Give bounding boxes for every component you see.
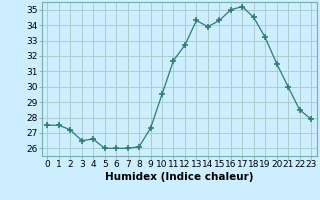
X-axis label: Humidex (Indice chaleur): Humidex (Indice chaleur) [105, 172, 253, 182]
